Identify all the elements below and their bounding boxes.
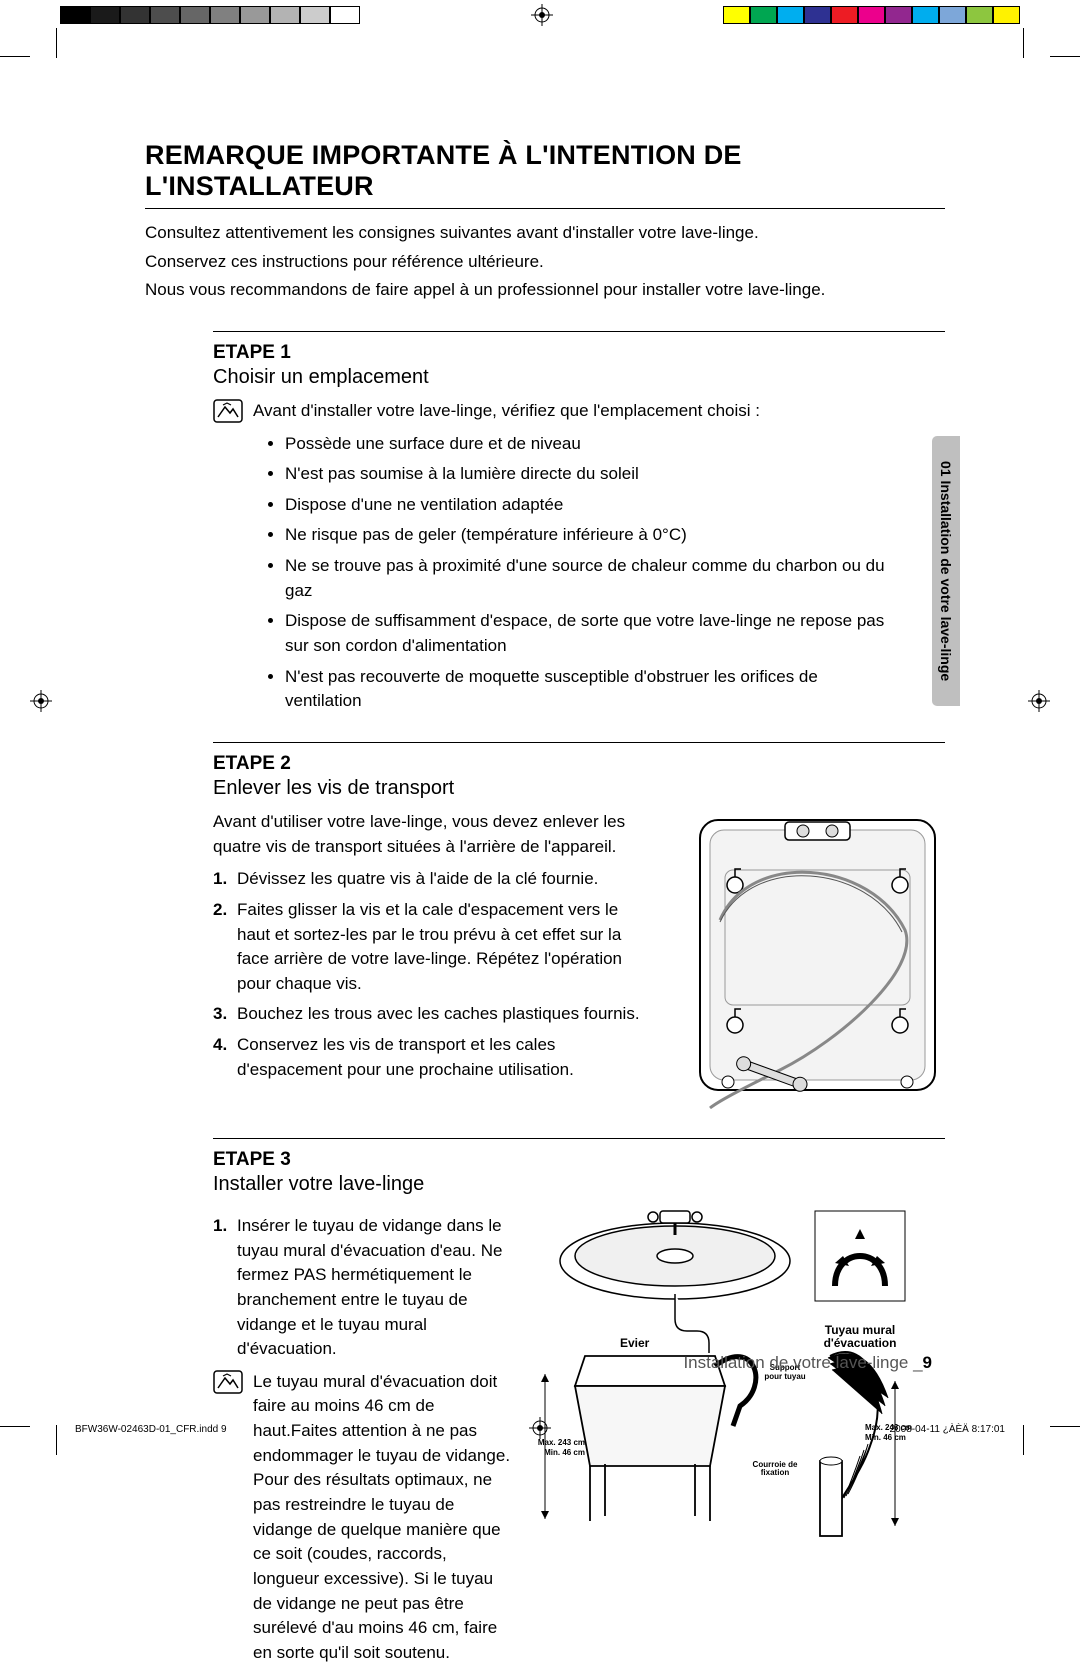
step1-bullets: Possède une surface dure et de niveau N'e… (285, 432, 945, 714)
step2-list: Dévissez les quatre vis à l'aide de la c… (213, 867, 643, 1082)
fig-label-dim1: Max. 243 cm (530, 1439, 585, 1447)
fig-label-dim2b: Min. 46 cm (865, 1434, 920, 1442)
gray-swatches (60, 6, 360, 24)
page-content: REMARQUE IMPORTANTE À L'INTENTION DE L'I… (145, 140, 945, 1666)
imprint-left: BFW36W-02463D-01_CFR.indd 9 (75, 1424, 227, 1435)
step-label: ETAPE 2 (213, 753, 945, 775)
fig-label-tuyau: Tuyau mural d'évacuation (810, 1324, 910, 1350)
intro-line: Nous vous recommandons de faire appel à … (145, 278, 945, 303)
crop-mark (0, 1426, 30, 1427)
page-footer: Installation de votre lave-linge _9 (683, 1353, 932, 1373)
step2-item: Dévissez les quatre vis à l'aide de la c… (213, 867, 643, 892)
footer-text: Installation de votre lave-linge _ (683, 1353, 922, 1372)
crop-mark (1023, 28, 1024, 58)
step2-item: Faites glisser la vis et la cale d'espac… (213, 898, 643, 997)
crop-mark (1050, 56, 1080, 57)
drain-installation-illustration (535, 1206, 915, 1546)
crop-mark (56, 1425, 57, 1455)
crop-mark (1050, 1426, 1080, 1427)
intro-text: Consultez attentivement les consignes su… (145, 221, 945, 303)
step-title: Enlever les vis de transport (213, 777, 945, 800)
crop-mark (56, 28, 57, 58)
step3-item: Insérer le tuyau de vidange dans le tuya… (213, 1214, 515, 1362)
step2-intro: Avant d'utiliser votre lave-linge, vous … (213, 810, 643, 859)
step-2: ETAPE 2 Enlever les vis de transport Ava… (145, 742, 945, 1110)
main-heading: REMARQUE IMPORTANTE À L'INTENTION DE L'I… (145, 140, 945, 209)
step-title: Installer votre lave-linge (213, 1173, 945, 1196)
step-title: Choisir un emplacement (213, 366, 945, 389)
note-icon (213, 399, 243, 423)
side-tab-label: 01 Installation de votre lave-linge (938, 461, 954, 681)
fig-label-dim2: Min. 46 cm (530, 1449, 585, 1457)
intro-line: Consultez attentivement les consignes su… (145, 221, 945, 246)
fig-label-courroie: Courroie de fixation (745, 1461, 805, 1478)
step3-list: Insérer le tuyau de vidange dans le tuya… (213, 1214, 515, 1362)
step-label: ETAPE 1 (213, 342, 945, 364)
footer-page: 9 (923, 1353, 932, 1372)
step-label: ETAPE 3 (213, 1149, 945, 1171)
bullet-item: Dispose d'une ne ventilation adaptée (285, 493, 945, 518)
washer-back-illustration (690, 810, 945, 1110)
step-3: ETAPE 3 Installer votre lave-linge Insér… (145, 1138, 945, 1666)
step2-item: Conservez les vis de transport et les ca… (213, 1033, 643, 1082)
imprint-right: 2008-04-11 ¿ÀÈÄ 8:17:01 (890, 1424, 1005, 1435)
registration-mark-icon (1028, 690, 1050, 712)
bullet-item: N'est pas soumise à la lumière directe d… (285, 462, 945, 487)
bullet-item: N'est pas recouverte de moquette suscept… (285, 665, 945, 714)
step-1: ETAPE 1 Choisir un emplacement Avant d'i… (145, 331, 945, 714)
color-swatches (723, 6, 1020, 24)
note-text: Avant d'installer votre lave-linge, véri… (253, 399, 760, 424)
crop-mark (1023, 1425, 1024, 1455)
bullet-item: Possède une surface dure et de niveau (285, 432, 945, 457)
registration-top (0, 4, 1080, 26)
registration-mark-icon (531, 4, 553, 26)
bullet-item: Ne se trouve pas à proximité d'une sourc… (285, 554, 945, 603)
step2-item: Bouchez les trous avec les caches plasti… (213, 1002, 643, 1027)
intro-line: Conservez ces instructions pour référenc… (145, 250, 945, 275)
note-text: Le tuyau mural d'évacuation doit faire a… (253, 1370, 515, 1666)
registration-mark-icon (30, 690, 52, 712)
bullet-item: Ne risque pas de geler (température infé… (285, 523, 945, 548)
side-tab: 01 Installation de votre lave-linge (932, 436, 960, 706)
fig-label-evier: Evier (620, 1336, 649, 1350)
note-icon (213, 1370, 243, 1394)
crop-mark (0, 56, 30, 57)
bullet-item: Dispose de suffisamment d'espace, de sor… (285, 609, 945, 658)
